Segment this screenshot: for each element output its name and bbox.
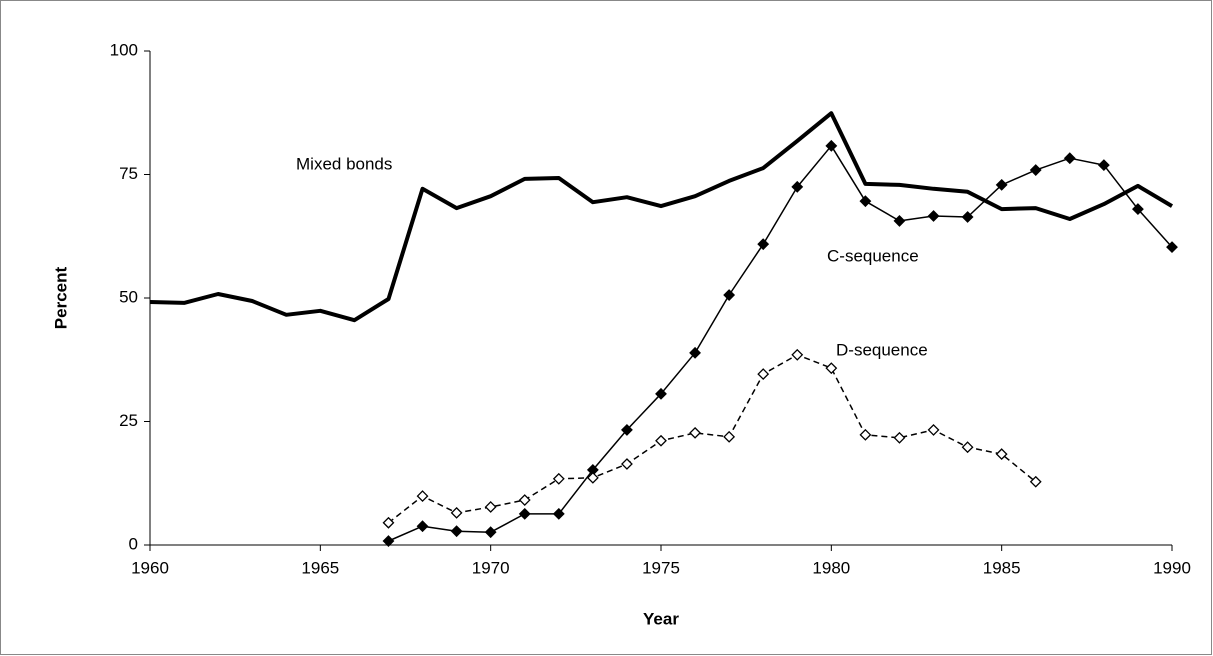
y-axis-title: Percent xyxy=(51,266,70,329)
data-point xyxy=(689,346,701,359)
y-tick-label: 100 xyxy=(110,40,138,59)
data-point xyxy=(1132,203,1144,215)
data-point xyxy=(450,506,463,519)
x-tick-label: 1975 xyxy=(642,558,680,577)
data-point xyxy=(1063,152,1076,165)
x-tick-label: 1990 xyxy=(1153,558,1191,577)
data-point xyxy=(1097,159,1110,172)
data-point xyxy=(416,520,429,533)
data-point xyxy=(484,501,497,513)
y-tick-label: 25 xyxy=(119,411,138,430)
data-point xyxy=(893,215,906,227)
data-point xyxy=(995,178,1008,191)
data-point xyxy=(518,507,531,520)
data-point xyxy=(621,458,633,470)
data-point xyxy=(859,195,872,208)
data-point xyxy=(1029,164,1042,176)
data-point xyxy=(484,526,497,539)
series-label: D-sequence xyxy=(836,340,928,359)
data-point xyxy=(961,211,974,223)
x-tick-label: 1970 xyxy=(472,558,510,577)
data-point xyxy=(791,180,804,193)
series-label: Mixed bonds xyxy=(296,154,392,173)
data-point xyxy=(723,289,736,301)
series-line xyxy=(149,111,1174,323)
y-tick-label: 0 xyxy=(129,534,138,553)
data-point xyxy=(655,387,667,400)
data-point xyxy=(825,139,838,152)
data-point xyxy=(995,448,1008,461)
y-tick-label: 75 xyxy=(119,164,138,183)
y-tick-label: 50 xyxy=(119,287,138,306)
data-point xyxy=(416,490,429,503)
data-point xyxy=(382,535,395,547)
data-point xyxy=(621,423,633,436)
data-point xyxy=(859,428,872,441)
data-point xyxy=(757,238,770,251)
data-point xyxy=(382,516,395,529)
x-tick-label: 1960 xyxy=(131,558,169,577)
data-point xyxy=(757,368,770,380)
data-point xyxy=(518,494,531,506)
data-point xyxy=(961,441,974,454)
data-point xyxy=(825,362,838,375)
data-point xyxy=(791,348,804,361)
data-point xyxy=(655,434,667,447)
x-tick-label: 1980 xyxy=(812,558,850,577)
data-point xyxy=(586,471,599,484)
data-point xyxy=(927,210,940,222)
data-point xyxy=(450,525,463,538)
data-point xyxy=(1166,241,1178,254)
x-tick-label: 1985 xyxy=(983,558,1021,577)
series-label: C-sequence xyxy=(827,246,919,265)
data-point xyxy=(927,423,940,436)
data-point xyxy=(723,430,736,443)
data-point xyxy=(689,426,701,439)
series-line xyxy=(388,145,1173,542)
data-point xyxy=(552,472,565,485)
data-point xyxy=(552,507,565,520)
series-line xyxy=(388,354,1037,524)
x-tick-label: 1965 xyxy=(301,558,339,577)
data-point xyxy=(1029,475,1042,488)
data-point xyxy=(893,431,906,444)
x-axis-title: Year xyxy=(643,609,679,628)
